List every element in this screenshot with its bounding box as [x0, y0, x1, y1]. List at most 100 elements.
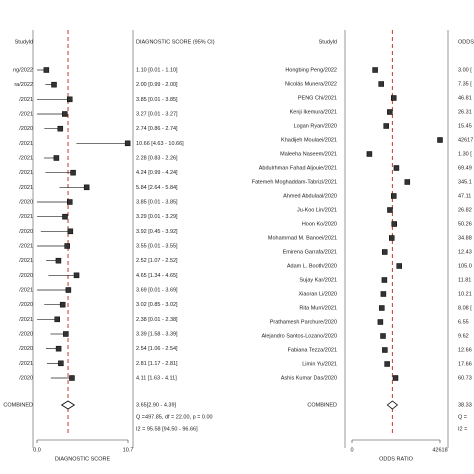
heterogeneity-stat: I2 = 95.58 [94.50 - 96.66] — [136, 426, 198, 432]
value-label: 3.02 [0.85 - 3.02] — [136, 302, 178, 308]
estimate-square — [391, 193, 397, 199]
study-label: /2021 — [19, 111, 33, 117]
study-label: Abdulrhman Fahad Aljouie/2021 — [259, 165, 337, 171]
value-label: 42617 — [458, 137, 473, 143]
value-label: 50.26 — [458, 221, 472, 227]
value-label: 345.1 — [458, 179, 472, 185]
value-label: 4.24 [0.99 - 4.24] — [136, 170, 178, 176]
value-label: 10.66 [4.63 - 10.66] — [136, 141, 184, 147]
study-label: /2020 — [19, 126, 33, 132]
value-label: 69.49 — [458, 165, 472, 171]
estimate-square — [382, 347, 388, 353]
value-label: 12.43 — [458, 249, 472, 255]
value-header: DIAGNOSTIC SCORE (95% CI) — [136, 39, 215, 45]
study-label: Rita Murri/2021 — [299, 305, 337, 311]
value-label: 17.66 — [458, 361, 472, 367]
estimate-square — [392, 375, 399, 381]
study-label: Hoon Ko/2020 — [302, 221, 337, 227]
estimate-square — [124, 140, 131, 147]
estimate-square — [57, 125, 64, 132]
study-label: Mohammad M. Banoei/2021 — [268, 235, 337, 241]
estimate-square — [59, 301, 66, 308]
study-label: /2020 — [19, 273, 33, 279]
estimate-square — [66, 199, 73, 205]
estimate-square — [388, 235, 395, 241]
value-label: 34.88 — [458, 235, 472, 241]
study-label: Fabiana Tezza/2021 — [288, 347, 337, 353]
study-label: /2021 — [19, 185, 33, 191]
estimate-square — [64, 243, 70, 249]
estimate-square — [73, 272, 80, 279]
estimate-square — [63, 331, 69, 337]
estimate-square — [53, 155, 60, 161]
combined-label: COMBINED — [3, 402, 33, 408]
estimate-square — [393, 165, 400, 171]
estimate-square — [54, 316, 60, 323]
value-label: 9.62 — [458, 333, 469, 339]
study-label: /2020 — [19, 199, 33, 205]
value-label: 6.55 — [458, 319, 469, 325]
study-label: Ahmed Abdulaal/2020 — [283, 193, 337, 199]
value-label: 2.38 [0.01 - 2.38] — [136, 317, 178, 323]
value-label: 3.55 [0.01 - 3.55] — [136, 243, 178, 249]
estimate-square — [404, 179, 411, 185]
label-header: Studyld — [319, 39, 337, 45]
value-label: 3.27 [0.01 - 3.27] — [136, 111, 178, 117]
estimate-square — [55, 257, 62, 264]
study-label: /2020 — [19, 331, 33, 337]
study-label: ra/2022 — [14, 82, 33, 88]
study-label: Maleeha Naseem/2021 — [280, 151, 337, 157]
heterogeneity-stat: I2 = — [458, 426, 467, 432]
value-label: 10.21 — [458, 291, 472, 297]
value-label: 7.35 [ — [458, 81, 472, 87]
value-label: 3.39 [1.58 - 3.39] — [136, 331, 178, 337]
value-label: 26.82 — [458, 207, 472, 213]
estimate-square — [387, 109, 393, 115]
study-label: /2021 — [19, 170, 33, 176]
value-label: 26.31 — [458, 109, 472, 115]
estimate-square — [43, 67, 50, 73]
estimate-square — [380, 291, 387, 297]
value-label: 5.84 [2.64 - 5.84] — [136, 185, 178, 191]
study-label: /2020 — [19, 302, 33, 308]
value-label: 4.11 [1.63 - 4.11] — [136, 375, 177, 381]
estimate-square — [396, 263, 402, 269]
value-label: 4.65 [1.34 - 4.65] — [136, 273, 178, 279]
estimate-square — [62, 213, 68, 220]
heterogeneity-stat: Q =497.85, df = 22.00, p = 0.00 — [136, 414, 213, 420]
study-label: Hongbing Peng/2022 — [285, 67, 337, 73]
combined-diamond — [60, 400, 76, 410]
label-header: Studyld — [15, 39, 33, 45]
estimate-square — [62, 111, 68, 117]
estimate-square — [372, 67, 378, 73]
study-label: Ju-Koo Lin/2021 — [297, 207, 337, 213]
value-label: 60.73 — [458, 375, 472, 381]
estimate-square — [67, 228, 74, 235]
x-axis-label: DIAGNOSTIC SCORE — [55, 456, 111, 462]
study-label: /2021 — [19, 155, 33, 161]
estimate-square — [381, 249, 388, 255]
value-label: 11.81 — [458, 277, 471, 283]
study-label: /2021 — [19, 97, 33, 103]
value-label: 47.11 — [458, 193, 471, 199]
value-label: 2.81 [1.17 - 2.81] — [136, 361, 178, 367]
x-tick-label: 10.7 — [123, 447, 134, 453]
value-label: 2.74 [0.86 - 2.74] — [136, 126, 178, 132]
study-label: Fatemeh Moghaddam-Tabrizi/2021 — [252, 179, 337, 185]
study-label: /2021 — [19, 258, 33, 264]
value-label: 3.00 [ — [458, 67, 472, 73]
x-axis-label: ODDS RATIO — [379, 456, 414, 462]
study-label: /2021 — [19, 141, 33, 147]
combined-value: 38.33 — [458, 402, 472, 408]
estimate-square — [366, 151, 373, 157]
value-label: 12.66 — [458, 347, 472, 353]
study-label: Alejandro Santos-Lozano/2020 — [261, 333, 337, 339]
study-label: /2021 — [19, 361, 33, 367]
study-label: Emirena Garrafa/2021 — [283, 249, 337, 255]
combined-value: 3.65[2.90 - 4.39] — [136, 402, 177, 408]
value-label: 105.0 — [458, 263, 472, 269]
value-label: 1.30 [ — [458, 151, 472, 157]
estimate-square — [51, 81, 57, 88]
estimate-square — [437, 137, 443, 143]
